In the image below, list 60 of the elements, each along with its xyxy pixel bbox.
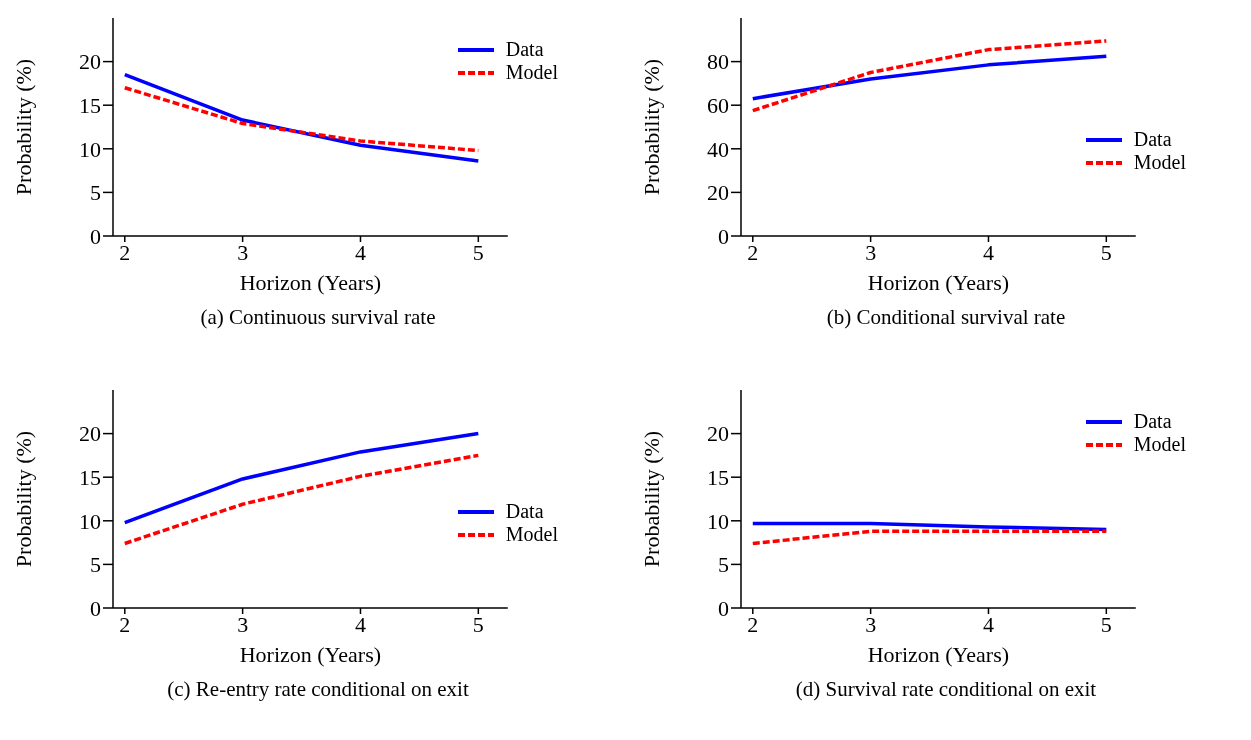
x-tick-label: 2 bbox=[747, 239, 759, 265]
x-tick-label: 5 bbox=[1100, 239, 1112, 265]
x-tick-label: 2 bbox=[119, 239, 131, 265]
x-tick-label: 3 bbox=[865, 611, 877, 637]
y-tick-label: 20 bbox=[79, 49, 101, 75]
x-axis-title: Horizon (Years) bbox=[867, 270, 1010, 295]
y-tick-label: 15 bbox=[707, 465, 729, 491]
y-tick-label: 10 bbox=[79, 508, 101, 534]
y-tick-label: 20 bbox=[79, 421, 101, 447]
legend-label: Model bbox=[505, 61, 558, 84]
legend-label: Data bbox=[1133, 128, 1172, 151]
text: (c) Re-entry rate conditional on exit bbox=[166, 677, 470, 702]
x-tick-label: 3 bbox=[865, 239, 877, 265]
legend-label: Data bbox=[505, 500, 544, 523]
y-tick-label: 10 bbox=[79, 136, 101, 162]
x-axis-title: Horizon (Years) bbox=[239, 270, 382, 295]
text: (b) Conditional survival rate bbox=[825, 305, 1067, 330]
x-tick-label: 5 bbox=[472, 239, 484, 265]
y-axis-title: Probability (%) bbox=[638, 58, 664, 196]
line-series bbox=[123, 431, 481, 525]
line-series bbox=[123, 453, 481, 546]
x-tick-label: 4 bbox=[982, 239, 994, 265]
x-tick-label: 5 bbox=[472, 611, 484, 637]
x-tick-label: 4 bbox=[982, 611, 994, 637]
x-tick-label: 2 bbox=[747, 611, 759, 637]
x-tick-label: 3 bbox=[237, 611, 249, 637]
y-tick-label: 0 bbox=[90, 595, 101, 621]
y-tick-label: 60 bbox=[707, 93, 729, 119]
line-series bbox=[751, 39, 1109, 113]
y-tick-label: 5 bbox=[718, 552, 729, 578]
y-tick-label: 20 bbox=[707, 421, 729, 447]
y-tick-label: 40 bbox=[707, 136, 729, 162]
x-tick-label: 4 bbox=[354, 611, 366, 637]
y-tick-label: 5 bbox=[90, 552, 101, 578]
y-tick-label: 80 bbox=[707, 49, 729, 75]
x-axis-title: Horizon (Years) bbox=[867, 642, 1010, 667]
x-axis-title: Horizon (Years) bbox=[239, 642, 382, 667]
y-tick-label: 15 bbox=[79, 465, 101, 491]
y-tick-label: 0 bbox=[90, 223, 101, 249]
legend-label: Model bbox=[1133, 151, 1186, 174]
legend-label: Data bbox=[1133, 410, 1172, 433]
x-tick-label: 3 bbox=[237, 239, 249, 265]
y-axis-title: Probability (%) bbox=[638, 430, 664, 568]
y-tick-label: 5 bbox=[90, 180, 101, 206]
legend-label: Model bbox=[1133, 433, 1186, 456]
y-tick-label: 15 bbox=[79, 93, 101, 119]
y-tick-label: 20 bbox=[707, 180, 729, 206]
text: (a) Continuous survival rate bbox=[199, 305, 437, 330]
y-axis-title: Probability (%) bbox=[10, 430, 36, 568]
y-axis-title: Probability (%) bbox=[10, 58, 36, 196]
y-tick-label: 10 bbox=[707, 508, 729, 534]
y-tick-label: 0 bbox=[718, 223, 729, 249]
text: (d) Survival rate conditional on exit bbox=[794, 677, 1098, 702]
x-tick-label: 2 bbox=[119, 611, 131, 637]
x-tick-label: 4 bbox=[354, 239, 366, 265]
legend-label: Model bbox=[505, 523, 558, 546]
y-tick-label: 0 bbox=[718, 595, 729, 621]
line-series bbox=[751, 54, 1109, 101]
legend-label: Data bbox=[505, 38, 544, 61]
x-tick-label: 5 bbox=[1100, 611, 1112, 637]
